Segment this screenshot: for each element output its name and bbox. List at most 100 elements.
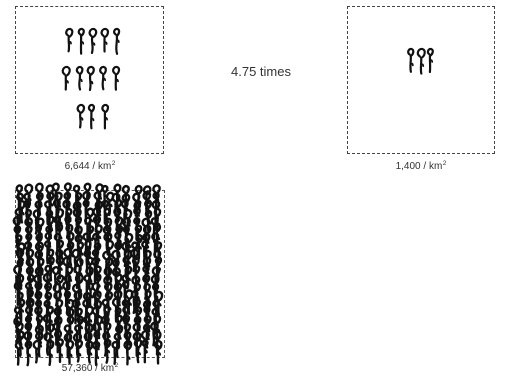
stick-figure-icon bbox=[105, 220, 110, 224]
stick-figure-icon bbox=[77, 241, 85, 265]
stick-figure-icon bbox=[88, 27, 98, 55]
stick-figure-icon bbox=[75, 65, 84, 91]
panel-c-separator: / bbox=[92, 363, 101, 374]
stick-figure-icon bbox=[64, 80, 69, 84]
stick-figure-icon bbox=[28, 277, 33, 282]
stick-figure-icon bbox=[29, 299, 34, 304]
stick-figure-icon bbox=[25, 257, 35, 281]
stick-figure-icon bbox=[157, 352, 162, 356]
stick-figure-icon bbox=[151, 266, 161, 290]
stick-figure-icon bbox=[416, 47, 426, 75]
stick-figure-icon bbox=[33, 274, 42, 300]
stick-figure-icon bbox=[89, 237, 94, 242]
ratio-label: 4.75 times bbox=[231, 64, 291, 79]
stick-figure-icon bbox=[102, 250, 111, 277]
stick-figure-icon bbox=[95, 355, 100, 360]
stick-figure-icon bbox=[67, 40, 72, 45]
panel-b-superscript: 2 bbox=[442, 160, 447, 167]
stick-figure-icon bbox=[84, 216, 92, 243]
stick-figure-icon bbox=[102, 331, 111, 357]
stick-figure-icon bbox=[79, 252, 84, 256]
stick-figure-icon bbox=[65, 27, 74, 53]
stick-figure-icon bbox=[35, 224, 43, 249]
panel-a-density-value: 6,644 bbox=[64, 161, 90, 172]
stick-figure-icon bbox=[115, 39, 120, 43]
stick-figure-icon bbox=[24, 322, 33, 346]
stick-figure-icon bbox=[95, 218, 100, 222]
stick-figure-icon bbox=[114, 78, 119, 83]
panel-b-frame bbox=[347, 6, 495, 154]
stick-figure-icon bbox=[426, 47, 434, 74]
stick-figure-icon bbox=[56, 338, 64, 364]
stick-figure-icon bbox=[72, 207, 82, 233]
panel-b-separator: / bbox=[420, 161, 429, 172]
stick-figure-icon bbox=[91, 42, 96, 46]
stick-figure-icon bbox=[20, 309, 25, 313]
stick-figure-icon bbox=[37, 244, 42, 249]
stick-figure-icon bbox=[78, 78, 83, 83]
stick-figure-icon bbox=[80, 41, 85, 45]
stick-figure-icon bbox=[117, 239, 122, 244]
stick-figure-icon bbox=[112, 65, 121, 91]
panel-c-unit: km bbox=[100, 363, 115, 374]
stick-figure-icon bbox=[407, 47, 415, 73]
stick-figure-icon bbox=[137, 246, 142, 250]
stick-figure-icon bbox=[133, 338, 143, 364]
stick-figure-icon bbox=[151, 232, 160, 258]
stick-figure-icon bbox=[82, 199, 90, 225]
stick-figure-icon bbox=[145, 318, 150, 322]
stick-figure-icon bbox=[153, 340, 163, 365]
stick-figure-icon bbox=[409, 62, 414, 67]
stick-figure-icon bbox=[108, 203, 113, 208]
stick-figure-icon bbox=[82, 232, 91, 258]
panel-a-separator: / bbox=[89, 161, 98, 172]
stick-figure-icon bbox=[34, 281, 43, 305]
stick-figure-icon bbox=[135, 234, 144, 260]
stick-figure-icon bbox=[44, 240, 52, 265]
stick-figure-icon bbox=[144, 290, 152, 315]
stick-figure-icon bbox=[35, 233, 43, 258]
stick-figure-icon bbox=[83, 249, 92, 274]
stick-figure-icon bbox=[17, 298, 26, 323]
stick-figure-icon bbox=[83, 274, 91, 299]
panel-a-unit: km bbox=[97, 161, 112, 172]
stick-figure-icon bbox=[76, 103, 86, 129]
stick-figure-icon bbox=[93, 330, 101, 357]
stick-figure-icon bbox=[420, 63, 425, 67]
stick-figure-icon bbox=[55, 332, 60, 337]
stick-figure-icon bbox=[20, 257, 25, 262]
stick-figure-icon bbox=[26, 289, 34, 315]
stick-figure-icon bbox=[112, 258, 120, 283]
stick-figure-icon bbox=[106, 349, 111, 354]
stick-figure-icon bbox=[85, 266, 94, 291]
stick-figure-icon bbox=[14, 341, 23, 366]
stick-figure-icon bbox=[127, 302, 132, 306]
stick-figure-icon bbox=[99, 65, 107, 91]
stick-figure-icon bbox=[59, 353, 64, 357]
panel-a-figures bbox=[61, 27, 121, 130]
stick-figure-icon bbox=[101, 103, 110, 130]
stick-figure-icon bbox=[68, 353, 73, 358]
stick-figure-icon bbox=[101, 298, 110, 325]
stick-figure-icon bbox=[113, 27, 121, 55]
panel-a-frame bbox=[15, 6, 164, 154]
stick-figure-icon bbox=[26, 343, 31, 347]
stick-figure-icon bbox=[429, 59, 434, 63]
stick-figure-icon bbox=[63, 182, 72, 206]
stick-figure-icon bbox=[17, 353, 22, 357]
stick-figure-icon bbox=[136, 237, 141, 241]
stick-figure-icon bbox=[71, 248, 81, 273]
stick-figure-icon bbox=[35, 353, 40, 357]
stick-figure-icon bbox=[53, 215, 61, 240]
stick-figure-icon bbox=[114, 270, 119, 275]
panel-b-density-label: 1,400 / km2 bbox=[346, 160, 496, 172]
panel-c-frame bbox=[12, 182, 165, 367]
stick-figure-icon bbox=[141, 339, 149, 364]
stick-figure-icon bbox=[101, 184, 109, 209]
stick-figure-icon bbox=[111, 340, 119, 366]
stick-figure-icon bbox=[46, 339, 55, 366]
stick-figure-icon bbox=[126, 342, 131, 346]
stick-figure-icon bbox=[88, 352, 93, 356]
stick-figure-icon bbox=[126, 356, 131, 360]
stick-figure-icon bbox=[143, 349, 148, 354]
